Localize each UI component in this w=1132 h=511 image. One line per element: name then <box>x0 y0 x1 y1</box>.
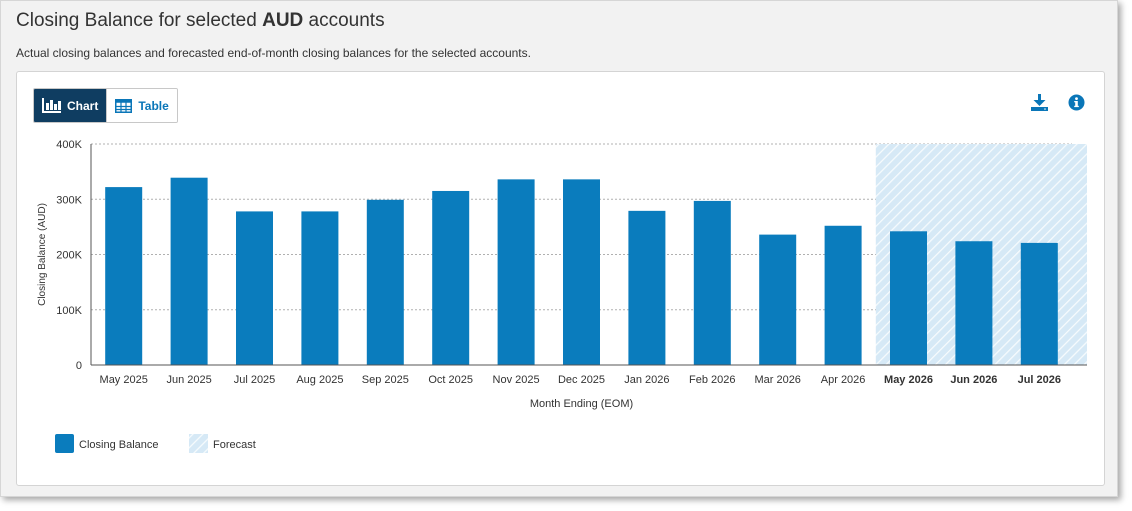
page-subtitle: Actual closing balances and forecasted e… <box>16 46 531 60</box>
bar-dec-2025[interactable] <box>563 179 600 365</box>
x-tick-label: Mar 2026 <box>754 374 800 386</box>
bar-jun-2026[interactable] <box>955 241 993 365</box>
y-tick-label: 100K <box>56 305 82 317</box>
x-tick-label: Feb 2026 <box>689 374 735 386</box>
x-tick-label: Jul 2025 <box>234 374 276 386</box>
legend-label-forecast: Forecast <box>213 439 256 451</box>
x-axis-title: Month Ending (EOM) <box>530 398 633 410</box>
download-icon[interactable] <box>1030 94 1049 111</box>
bar-jun-2025[interactable] <box>170 177 208 365</box>
title-currency: AUD <box>262 10 304 31</box>
y-tick-label: 400K <box>56 139 82 151</box>
y-tick-label: 300K <box>56 194 82 206</box>
table-view-label: Table <box>138 98 169 113</box>
x-tick-label: Jun 2026 <box>950 374 997 386</box>
closing-balance-card: Closing Balance for selected AUD account… <box>0 0 1118 497</box>
bar-may-2025[interactable] <box>105 187 143 365</box>
bar-may-2026[interactable] <box>890 231 927 365</box>
x-tick-label: Oct 2025 <box>428 374 473 386</box>
chart-view-button[interactable]: Chart <box>34 89 107 122</box>
x-tick-label: Nov 2025 <box>493 374 540 386</box>
table-view-button[interactable]: Table <box>106 89 177 122</box>
bar-nov-2025[interactable] <box>497 179 535 365</box>
bar-oct-2025[interactable] <box>432 190 470 365</box>
bar-jul-2025[interactable] <box>236 211 273 365</box>
x-tick-label: May 2026 <box>884 374 933 386</box>
view-toggle: Chart Table <box>33 88 178 123</box>
y-tick-label: 200K <box>56 250 82 262</box>
chart-panel: Chart Table <box>16 71 1105 486</box>
bar-jul-2026[interactable] <box>1020 242 1058 365</box>
bar-sep-2025[interactable] <box>366 199 404 365</box>
info-icon[interactable] <box>1068 94 1085 111</box>
bar-feb-2026[interactable] <box>693 200 731 365</box>
chart-view-label: Chart <box>67 98 99 113</box>
x-tick-label: May 2025 <box>100 374 148 386</box>
x-tick-label: Apr 2026 <box>821 374 866 386</box>
x-tick-label: Dec 2025 <box>558 374 605 386</box>
legend-swatch-closing-balance <box>55 434 74 453</box>
closing-balance-chart: 0 100K 200K 300K 400K May 2025 Jun 2025 Jul 202… <box>37 139 1087 453</box>
table-icon <box>115 98 133 113</box>
x-tick-label: Jan 2026 <box>624 374 669 386</box>
bar-jan-2026[interactable] <box>628 210 666 365</box>
bar-mar-2026[interactable] <box>759 234 797 365</box>
bar-chart-icon <box>42 98 61 113</box>
x-tick-label: Sep 2025 <box>362 374 409 386</box>
legend-swatch-forecast <box>189 434 208 453</box>
x-tick-label: Aug 2025 <box>296 374 343 386</box>
x-tick-label: Jul 2026 <box>1018 374 1061 386</box>
y-axis-title: Closing Balance (AUD) <box>37 203 48 306</box>
legend-label-closing-balance: Closing Balance <box>79 439 159 451</box>
x-tick-label: Jun 2025 <box>166 374 211 386</box>
page-title: Closing Balance for selected AUD account… <box>16 10 385 31</box>
bar-apr-2026[interactable] <box>824 225 862 365</box>
bar-aug-2025[interactable] <box>301 211 339 365</box>
y-tick-label: 0 <box>76 360 82 372</box>
